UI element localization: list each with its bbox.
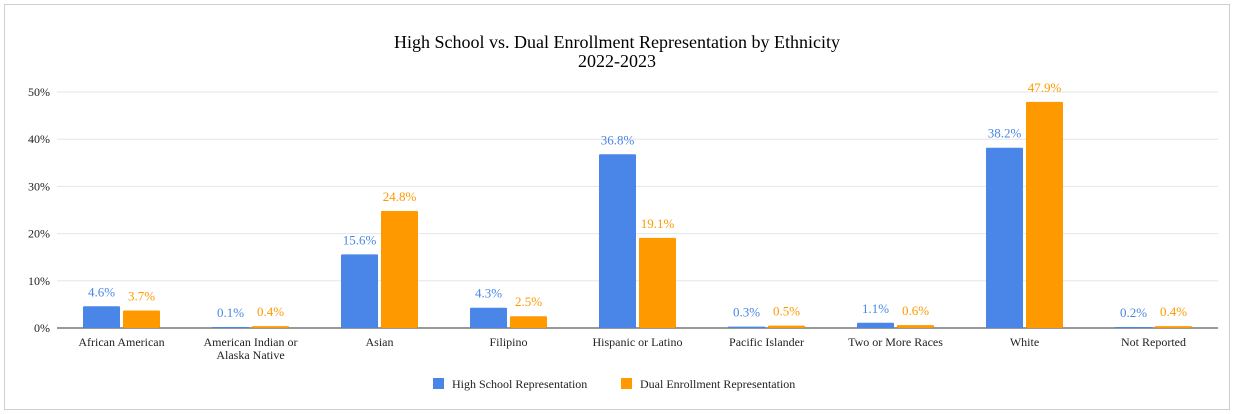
bar-dual-enrollment (123, 310, 160, 328)
category-label: Asian (366, 335, 394, 349)
bar-dual-enrollment (381, 210, 418, 328)
data-label: 4.6% (88, 284, 115, 299)
bar-high-school (470, 307, 507, 328)
data-label: 36.8% (601, 132, 635, 147)
bar-dual-enrollment (768, 325, 805, 328)
category-label: Pacific Islander (729, 335, 804, 349)
bar-high-school (599, 154, 636, 328)
data-label: 0.4% (1160, 304, 1187, 319)
bar-dual-enrollment (1155, 326, 1192, 328)
y-tick-label: 40% (28, 132, 50, 146)
bars (83, 101, 1192, 328)
chart-subtitle: 2022-2023 (578, 51, 656, 71)
bar-high-school (212, 327, 249, 328)
y-tick-label: 20% (28, 227, 50, 241)
category-label: Filipino (489, 335, 527, 349)
data-label: 1.1% (862, 301, 889, 316)
y-axis: 0% 10% 20% 30% 40% 50% (28, 85, 1218, 335)
bar-dual-enrollment (510, 316, 547, 328)
category-label: American Indian or (204, 335, 298, 349)
data-label: 15.6% (343, 232, 377, 247)
category-label: White (1010, 335, 1039, 349)
legend-swatch-high-school (433, 378, 444, 389)
y-tick-label: 30% (28, 179, 50, 193)
bar-dual-enrollment (639, 237, 676, 328)
data-label: 4.3% (475, 286, 502, 301)
legend-swatch-dual-enrollment (621, 378, 632, 389)
data-label: 0.1% (217, 305, 244, 320)
legend-label-dual-enrollment: Dual Enrollment Representation (640, 377, 795, 391)
data-label: 2.5% (515, 294, 542, 309)
category-label: Not Reported (1121, 335, 1186, 349)
legend-label-high-school: High School Representation (452, 377, 587, 391)
bar-dual-enrollment (897, 325, 934, 328)
data-label: 38.2% (988, 126, 1022, 141)
data-label: 19.1% (641, 216, 675, 231)
legend: High School Representation Dual Enrollme… (433, 377, 795, 391)
bar-high-school (1115, 327, 1152, 328)
bar-high-school (728, 326, 765, 328)
y-tick-label: 50% (28, 85, 50, 99)
gridlines (57, 91, 1218, 282)
bar-high-school (986, 147, 1023, 328)
category-label: Hispanic or Latino (593, 335, 683, 349)
bar-high-school (83, 306, 120, 328)
data-labels: 4.6% 3.7% 0.1% 0.4% 15.6% 24.8% 4.3% 2.5% 36.8% 1… (88, 80, 1187, 320)
category-label: Alaska Native (216, 348, 284, 362)
data-label: 0.6% (902, 303, 929, 318)
y-tick-label: 10% (28, 274, 50, 288)
data-label: 0.3% (733, 305, 760, 320)
y-tick-label: 0% (34, 321, 50, 335)
data-label: 0.4% (257, 304, 284, 319)
data-label: 47.9% (1028, 80, 1062, 95)
bar-high-school (341, 254, 378, 328)
bar-high-school (857, 322, 894, 328)
data-label: 24.8% (383, 189, 417, 204)
category-label: African American (78, 335, 164, 349)
data-label: 3.7% (128, 289, 155, 304)
bar-dual-enrollment (252, 326, 289, 328)
data-label: 0.2% (1120, 305, 1147, 320)
category-label: Two or More Races (848, 335, 943, 349)
data-label: 0.5% (773, 304, 800, 319)
x-axis: African American American Indian orAlaska… (78, 335, 1186, 362)
chart-title: High School vs. Dual Enrollment Represen… (394, 32, 840, 52)
bar-dual-enrollment (1026, 101, 1063, 328)
